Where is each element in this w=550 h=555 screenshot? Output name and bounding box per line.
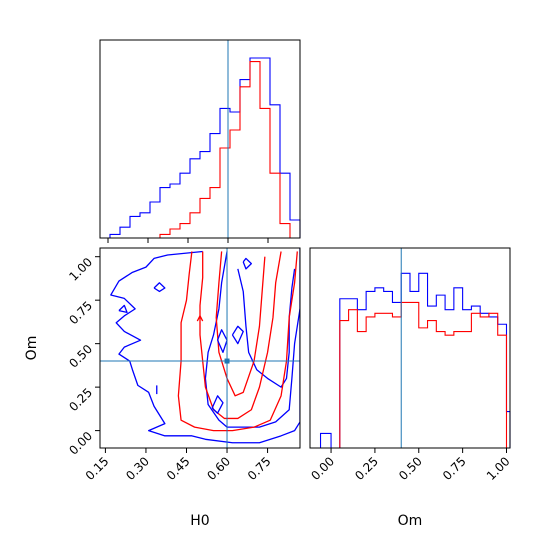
- contour-line-blue-10: [231, 325, 244, 345]
- contour-ytick-label-3: 0.75: [66, 298, 95, 327]
- hist-h0-series-blue: [100, 57, 301, 239]
- contour-line-red-13: [196, 315, 204, 322]
- x-axis-label-h0: H0: [190, 513, 209, 529]
- contour-line-blue-9: [118, 304, 128, 314]
- contour-line-blue-2: [237, 268, 296, 388]
- contour-frame: [99, 247, 301, 449]
- contour-truth-marker: [224, 358, 230, 364]
- hist-om-frame: [309, 247, 511, 449]
- contour-xtick-label-2: 0.45: [164, 454, 193, 483]
- contour-xtick-label-1: 0.30: [123, 454, 152, 483]
- hist-om-ticks: 0.00 0.25 0.50 0.75 1.00: [308, 448, 513, 483]
- contour-line-blue-7: [211, 395, 224, 414]
- hist-om-series-red: [320, 301, 510, 449]
- contour-xtick-label-4: 0.75: [245, 454, 274, 483]
- contour-line-red-3: [177, 251, 298, 432]
- contour-line-blue-0: [110, 248, 300, 444]
- hist-om-xtick-label-2: 0.50: [396, 454, 425, 483]
- panel-hist-om: 0.00 0.25 0.50 0.75 1.00: [308, 247, 513, 483]
- hist-h0-ticks: [107, 238, 269, 243]
- panel-hist-h0: [99, 39, 301, 243]
- hist-om-xtick-label-3: 0.75: [440, 454, 469, 483]
- contour-line-blue-8: [153, 282, 166, 293]
- contour-line-red-5: [215, 251, 266, 397]
- hist-om-xtick-label-1: 0.25: [352, 454, 381, 483]
- contour-ytick-label-2: 0.50: [66, 342, 95, 371]
- contour-ytick-label-0: 0.00: [66, 429, 95, 458]
- contour-xtick-label-3: 0.60: [204, 454, 233, 483]
- x-axis-label-om: Om: [398, 513, 423, 529]
- hist-om-series-blue: [319, 272, 511, 449]
- y-axis-label-om: Om: [24, 336, 40, 361]
- panel-contour-h0-om: 0.15 0.30 0.45 0.60 0.75 0.00 0.25 0.50 0.75 1.00: [66, 247, 301, 483]
- hist-h0-frame: [99, 39, 301, 239]
- contour-ytick-label-1: 0.25: [66, 385, 95, 414]
- contour-xtick-label-0: 0.15: [83, 454, 112, 483]
- hist-om-xtick-label-0: 0.00: [308, 454, 337, 483]
- contour-line-blue-11: [242, 257, 253, 270]
- hist-om-xtick-label-4: 1.00: [484, 454, 513, 483]
- contour-ytick-label-4: 1.00: [66, 255, 95, 284]
